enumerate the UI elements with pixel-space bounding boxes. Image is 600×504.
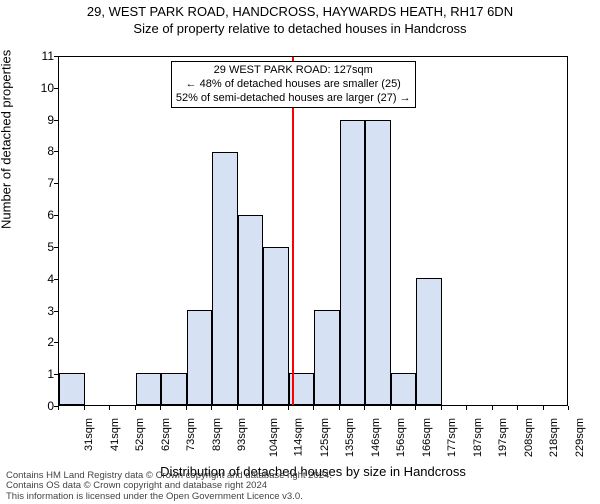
y-tick-mark [54,374,58,375]
x-tick-label: 177sqm [446,418,458,457]
x-tick-mark [186,406,187,410]
x-tick-mark [492,406,493,410]
histogram-bar [365,120,391,405]
histogram-bar [161,373,187,405]
histogram-bar [212,152,238,405]
y-tick-label: 10 [30,81,54,95]
annotation-line1: 29 WEST PARK ROAD: 127sqm [214,64,373,76]
y-tick-mark [54,56,58,57]
y-tick-label: 9 [30,113,54,127]
x-tick-mark [84,406,85,410]
page-title-line2: Size of property relative to detached ho… [0,21,600,36]
annotation-box: 29 WEST PARK ROAD: 127sqm ← 48% of detach… [171,61,416,108]
x-tick-label: 135sqm [344,418,356,457]
x-tick-mark [58,406,59,410]
y-tick-mark [54,279,58,280]
x-tick-label: 125sqm [319,418,331,457]
y-tick-label: 2 [30,335,54,349]
x-tick-label: 31sqm [83,418,95,451]
x-tick-mark [390,406,391,410]
x-tick-mark [135,406,136,410]
histogram-bar [314,310,340,405]
x-tick-label: 83sqm [211,418,223,451]
histogram-bar [238,215,264,405]
x-tick-mark [364,406,365,410]
histogram-bar [59,373,85,405]
x-tick-label: 52sqm [134,418,146,451]
footer-line2: Contains OS data © Crown copyright and d… [6,480,267,491]
x-tick-label: 73sqm [185,418,197,451]
x-tick-label: 218sqm [548,418,560,457]
y-tick-mark [54,247,58,248]
x-tick-mark [313,406,314,410]
x-tick-label: 114sqm [292,418,304,456]
x-tick-mark [237,406,238,410]
y-tick-label: 3 [30,304,54,318]
x-tick-label: 166sqm [421,418,433,457]
y-tick-mark [54,151,58,152]
y-tick-mark [54,342,58,343]
x-tick-mark [415,406,416,410]
x-tick-mark [517,406,518,410]
histogram-bar [187,310,213,405]
x-tick-label: 146sqm [370,418,382,457]
x-tick-label: 229sqm [574,418,586,457]
y-tick-label: 4 [30,272,54,286]
x-tick-mark [568,406,569,410]
footer-attribution: Contains HM Land Registry data © Crown c… [6,471,594,502]
y-tick-label: 11 [30,49,54,63]
histogram-bar [263,247,289,405]
annotation-line3: 52% of semi-detached houses are larger (… [176,92,411,104]
y-tick-mark [54,183,58,184]
x-tick-mark [441,406,442,410]
x-tick-mark [466,406,467,410]
histogram-bar [416,278,442,405]
x-tick-label: 104sqm [268,418,280,457]
x-tick-mark [288,406,289,410]
y-tick-label: 7 [30,176,54,190]
page-title-line1: 29, WEST PARK ROAD, HANDCROSS, HAYWARDS … [0,4,600,19]
x-tick-label: 93sqm [236,418,248,451]
x-tick-label: 208sqm [523,418,535,457]
histogram-bar [391,373,417,405]
y-tick-label: 1 [30,367,54,381]
y-tick-label: 6 [30,208,54,222]
x-tick-label: 187sqm [472,418,484,457]
y-tick-mark [54,88,58,89]
x-tick-mark [339,406,340,410]
y-axis-label: Number of detached properties [0,50,14,229]
x-tick-mark [543,406,544,410]
x-tick-label: 197sqm [497,418,509,457]
x-tick-label: 62sqm [160,418,172,451]
y-tick-label: 8 [30,144,54,158]
reference-line [292,57,294,405]
y-tick-label: 0 [30,399,54,413]
x-tick-label: 41sqm [109,418,121,451]
annotation-line2: ← 48% of detached houses are smaller (25… [186,78,401,90]
x-tick-mark [262,406,263,410]
chart-plot-area: 29 WEST PARK ROAD: 127sqm ← 48% of detach… [58,56,568,406]
x-tick-label: 156sqm [395,418,407,457]
footer-line1: Contains HM Land Registry data © Crown c… [6,470,332,481]
histogram-bar [136,373,162,405]
x-tick-mark [109,406,110,410]
y-tick-mark [54,120,58,121]
x-tick-mark [160,406,161,410]
histogram-bar [340,120,366,405]
x-tick-mark [211,406,212,410]
y-tick-mark [54,215,58,216]
y-tick-mark [54,311,58,312]
y-tick-label: 5 [30,240,54,254]
